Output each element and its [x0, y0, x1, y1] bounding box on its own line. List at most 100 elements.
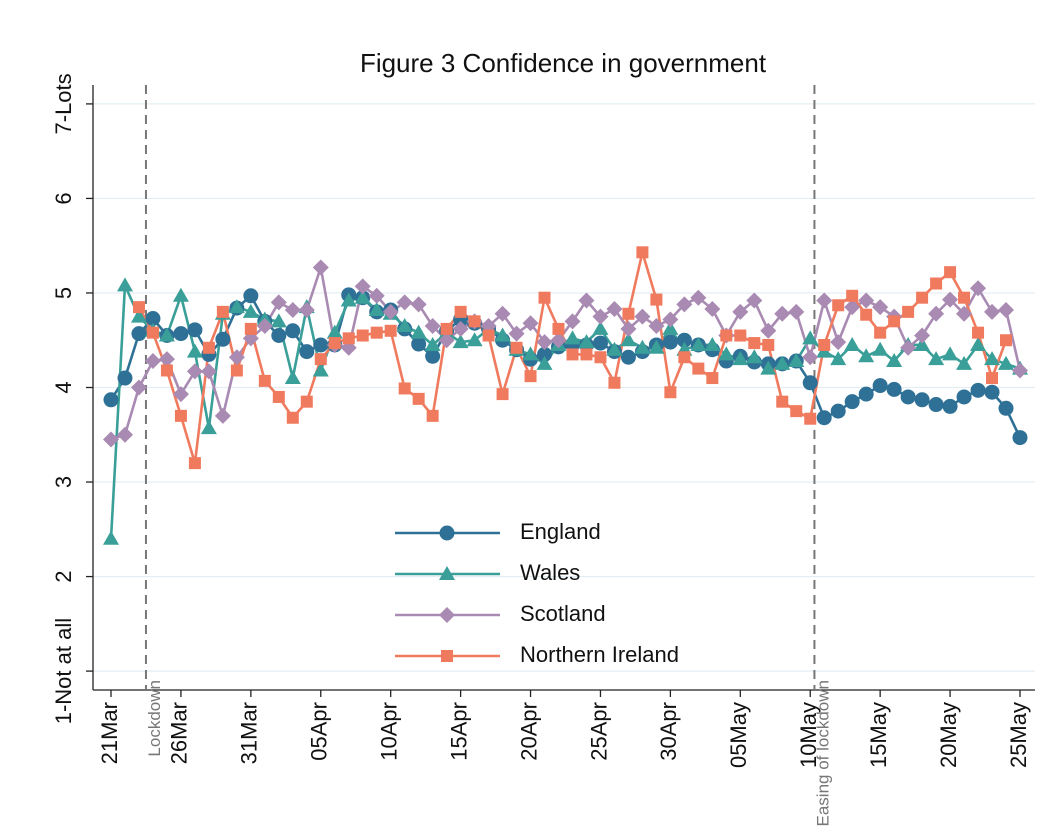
data-point: [256, 318, 273, 335]
data-point: [872, 299, 889, 316]
x-tick-label: 25May: [1006, 702, 1031, 768]
data-point: [788, 303, 805, 320]
data-point: [131, 326, 147, 342]
data-point: [928, 397, 944, 413]
legend-marker: [439, 607, 455, 623]
data-point: [844, 394, 860, 410]
data-point: [272, 390, 285, 403]
data-point: [215, 331, 231, 347]
data-point: [410, 296, 427, 313]
data-point: [914, 392, 930, 408]
y-tick-label: 7-Lots: [51, 73, 76, 134]
data-point: [914, 327, 931, 344]
data-point: [858, 386, 874, 402]
data-point: [426, 409, 439, 422]
data-point: [536, 355, 553, 370]
data-point: [732, 351, 749, 366]
legend-label: Scotland: [520, 601, 606, 626]
data-point: [608, 376, 621, 389]
data-point: [172, 287, 189, 302]
data-point: [956, 355, 973, 370]
data-point: [818, 338, 831, 351]
data-point: [354, 289, 371, 304]
data-point: [984, 303, 1001, 320]
data-point: [720, 329, 733, 342]
data-point: [804, 412, 817, 425]
data-point: [816, 410, 832, 426]
data-point: [130, 308, 147, 323]
data-point: [662, 311, 679, 328]
data-point: [986, 372, 999, 385]
data-point: [902, 305, 915, 318]
x-tick-label: 21Mar: [97, 702, 122, 764]
data-point: [944, 266, 957, 279]
data-point: [872, 378, 888, 394]
data-point: [802, 375, 818, 391]
x-tick-label: 05May: [726, 702, 751, 768]
data-point: [384, 324, 397, 337]
data-point: [285, 323, 301, 339]
data-point: [970, 382, 986, 398]
data-point: [396, 318, 413, 333]
data-point: [790, 405, 803, 418]
data-point: [314, 353, 327, 366]
data-point: [844, 299, 861, 316]
data-point: [746, 292, 763, 309]
data-point: [482, 329, 495, 342]
data-point: [732, 303, 749, 320]
data-point: [270, 294, 287, 311]
data-point: [356, 329, 369, 342]
data-point: [158, 351, 175, 368]
data-point: [900, 389, 916, 405]
data-point: [186, 363, 203, 380]
data-point: [958, 291, 971, 304]
data-point: [188, 457, 201, 470]
data-point: [970, 280, 987, 297]
data-point: [888, 315, 901, 328]
data-point: [648, 339, 665, 354]
data-point: [634, 339, 651, 354]
data-point: [886, 353, 903, 368]
data-point: [186, 343, 203, 358]
data-point: [396, 294, 413, 311]
data-point: [342, 332, 355, 345]
data-point: [116, 277, 133, 292]
data-point: [662, 334, 678, 350]
y-tick-label: 1-Not at all: [51, 618, 76, 724]
data-point: [270, 313, 287, 328]
data-point: [550, 332, 567, 349]
data-point: [425, 348, 441, 364]
data-point: [382, 303, 399, 320]
legend-marker: [441, 650, 453, 662]
data-point: [886, 381, 902, 397]
x-tick-label: 20May: [936, 702, 961, 768]
data-point: [103, 431, 119, 448]
data-point: [648, 318, 665, 335]
data-point: [592, 308, 609, 325]
data-point: [228, 299, 245, 314]
x-tick-label: 30Apr: [656, 702, 681, 761]
data-point: [706, 372, 719, 385]
data-point: [594, 351, 607, 364]
data-point: [788, 353, 805, 368]
data-point: [173, 326, 189, 342]
data-point: [970, 336, 987, 351]
data-point: [145, 310, 161, 326]
data-point: [242, 303, 259, 318]
data-point: [662, 320, 679, 335]
data-point: [284, 370, 301, 385]
data-point: [580, 348, 593, 361]
data-point: [508, 325, 525, 342]
data-point: [566, 348, 579, 361]
data-point: [536, 334, 553, 351]
data-point: [466, 332, 483, 347]
data-point: [271, 328, 287, 344]
data-point: [298, 301, 315, 318]
data-point: [746, 349, 763, 364]
data-point: [998, 355, 1015, 370]
data-point: [578, 334, 595, 349]
x-tick-label: 15Apr: [446, 702, 471, 761]
data-point: [956, 305, 973, 322]
y-tick-label: 2: [51, 570, 76, 582]
